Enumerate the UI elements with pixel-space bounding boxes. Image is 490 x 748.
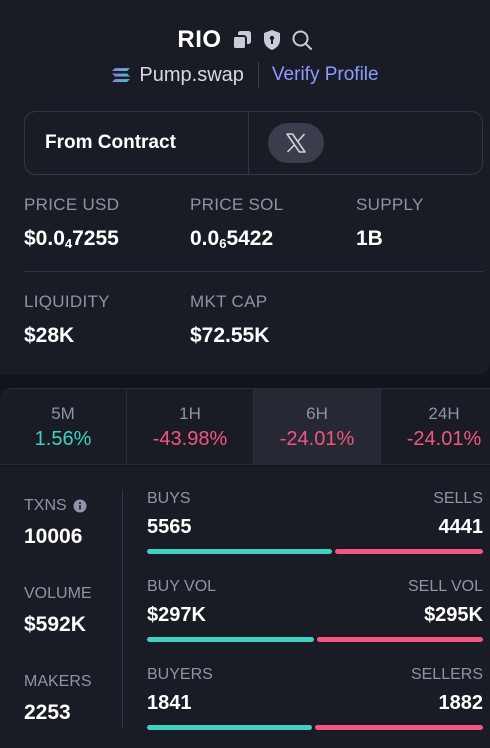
tab-change: 1.56%: [34, 428, 92, 450]
sell-bar: [317, 637, 483, 642]
buys-sells-block: BUYS SELLS 5565 4441: [147, 490, 483, 554]
copy-icon[interactable]: [231, 29, 253, 51]
divider: [257, 62, 259, 88]
tab-label: 6H: [306, 404, 328, 423]
tab-1h[interactable]: 1H -43.98%: [127, 389, 254, 464]
x-twitter-button[interactable]: [268, 123, 324, 163]
liquidity-stat: LIQUIDITY $28K: [24, 292, 110, 348]
sell-vol-label: SELL VOL: [407, 578, 483, 595]
supply-label: SUPPLY: [356, 195, 424, 214]
sell-vol-value: $295K: [424, 604, 483, 626]
buy-bar: [147, 637, 315, 642]
volume-value: $592K: [24, 613, 86, 636]
title-row: RIO: [0, 26, 490, 54]
price-sol-label: PRICE SOL: [190, 195, 284, 214]
txns-value: 10006: [24, 525, 83, 548]
tab-label: 24H: [428, 404, 460, 423]
buy-vol-label: BUY VOL: [147, 578, 217, 595]
makers-label: MAKERS: [24, 673, 92, 690]
social-links: [249, 112, 482, 174]
sell-bar: [335, 549, 483, 554]
price-sol-value: 0.065422: [190, 227, 274, 251]
txns-ratio-bar: [147, 549, 483, 554]
tab-change: -24.01%: [279, 428, 355, 450]
txns-label: TXNS: [24, 497, 67, 514]
volume-stat: VOLUME $592K: [24, 585, 92, 637]
mktcap-stat: MKT CAP $72.55K: [190, 292, 269, 348]
timeframe-tabs: 5M 1.56% 1H -43.98% 6H -24.01% 24H -24.0…: [0, 388, 490, 465]
sellers-label: SELLERS: [410, 666, 483, 683]
volume-ratio-bar: [147, 637, 483, 642]
solana-icon: [112, 68, 131, 82]
buyers-label: BUYERS: [147, 666, 213, 683]
liquidity-label: LIQUIDITY: [24, 292, 110, 311]
txns-stat: TXNS 10006: [24, 497, 87, 549]
tab-label: 5M: [51, 404, 75, 423]
price-usd-label: PRICE USD: [24, 195, 120, 214]
volume-label: VOLUME: [24, 585, 92, 602]
price-usd-stat: PRICE USD $0.047255: [24, 195, 119, 251]
buys-label: BUYS: [147, 490, 191, 507]
tab-5m[interactable]: 5M 1.56%: [0, 389, 127, 464]
verify-profile-link[interactable]: Verify Profile: [271, 64, 379, 85]
price-sol-stat: PRICE SOL 0.065422: [190, 195, 283, 251]
token-name: RIO: [177, 26, 222, 53]
buyers-value: 1841: [147, 692, 192, 714]
tab-change: -24.01%: [406, 428, 482, 450]
makers-value: 2253: [24, 701, 71, 724]
supply-stat: SUPPLY 1B: [356, 195, 424, 251]
tab-change: -43.98%: [152, 428, 228, 450]
activity-divider: [122, 490, 123, 728]
price-usd-value: $0.047255: [24, 227, 119, 251]
dex-row: Pump.swap Verify Profile: [0, 62, 490, 88]
buy-bar: [147, 725, 312, 730]
stats-divider: [24, 271, 483, 272]
activity-panel: TXNS 10006 VOLUME $592K MAKERS 2253 BUYS…: [0, 466, 490, 748]
dex-link[interactable]: Pump.swap: [111, 64, 258, 87]
shield-icon[interactable]: [262, 29, 282, 51]
x-icon: [286, 133, 306, 153]
liquidity-value: $28K: [24, 324, 75, 347]
supply-value: 1B: [356, 227, 383, 250]
makers-stat: MAKERS 2253: [24, 673, 92, 725]
sellers-value: 1882: [438, 692, 484, 714]
tab-24h[interactable]: 24H -24.01%: [381, 389, 490, 464]
sells-label: SELLS: [433, 490, 483, 507]
buys-value: 5565: [147, 516, 192, 538]
makers-block: BUYERS SELLERS 1841 1882: [147, 666, 483, 730]
mktcap-value: $72.55K: [190, 324, 270, 347]
buy-bar: [147, 549, 333, 554]
sell-bar: [314, 725, 483, 730]
sells-value: 4441: [438, 516, 484, 538]
makers-ratio-bar: [147, 725, 483, 730]
from-contract-button[interactable]: From Contract: [25, 112, 249, 174]
info-icon[interactable]: [73, 499, 87, 513]
dex-name: Pump.swap: [139, 63, 244, 86]
tab-label: 1H: [179, 404, 201, 423]
txns-label-row: TXNS: [24, 497, 87, 515]
tab-6h[interactable]: 6H -24.01%: [254, 389, 381, 464]
contract-box: From Contract: [24, 111, 483, 175]
mktcap-label: MKT CAP: [190, 292, 268, 311]
search-icon[interactable]: [291, 29, 313, 51]
buy-vol-value: $297K: [147, 604, 206, 626]
volume-block: BUY VOL SELL VOL $297K $295K: [147, 578, 483, 642]
token-header-panel: RIO Pump.swap Verify Profile From Contra…: [0, 26, 490, 348]
